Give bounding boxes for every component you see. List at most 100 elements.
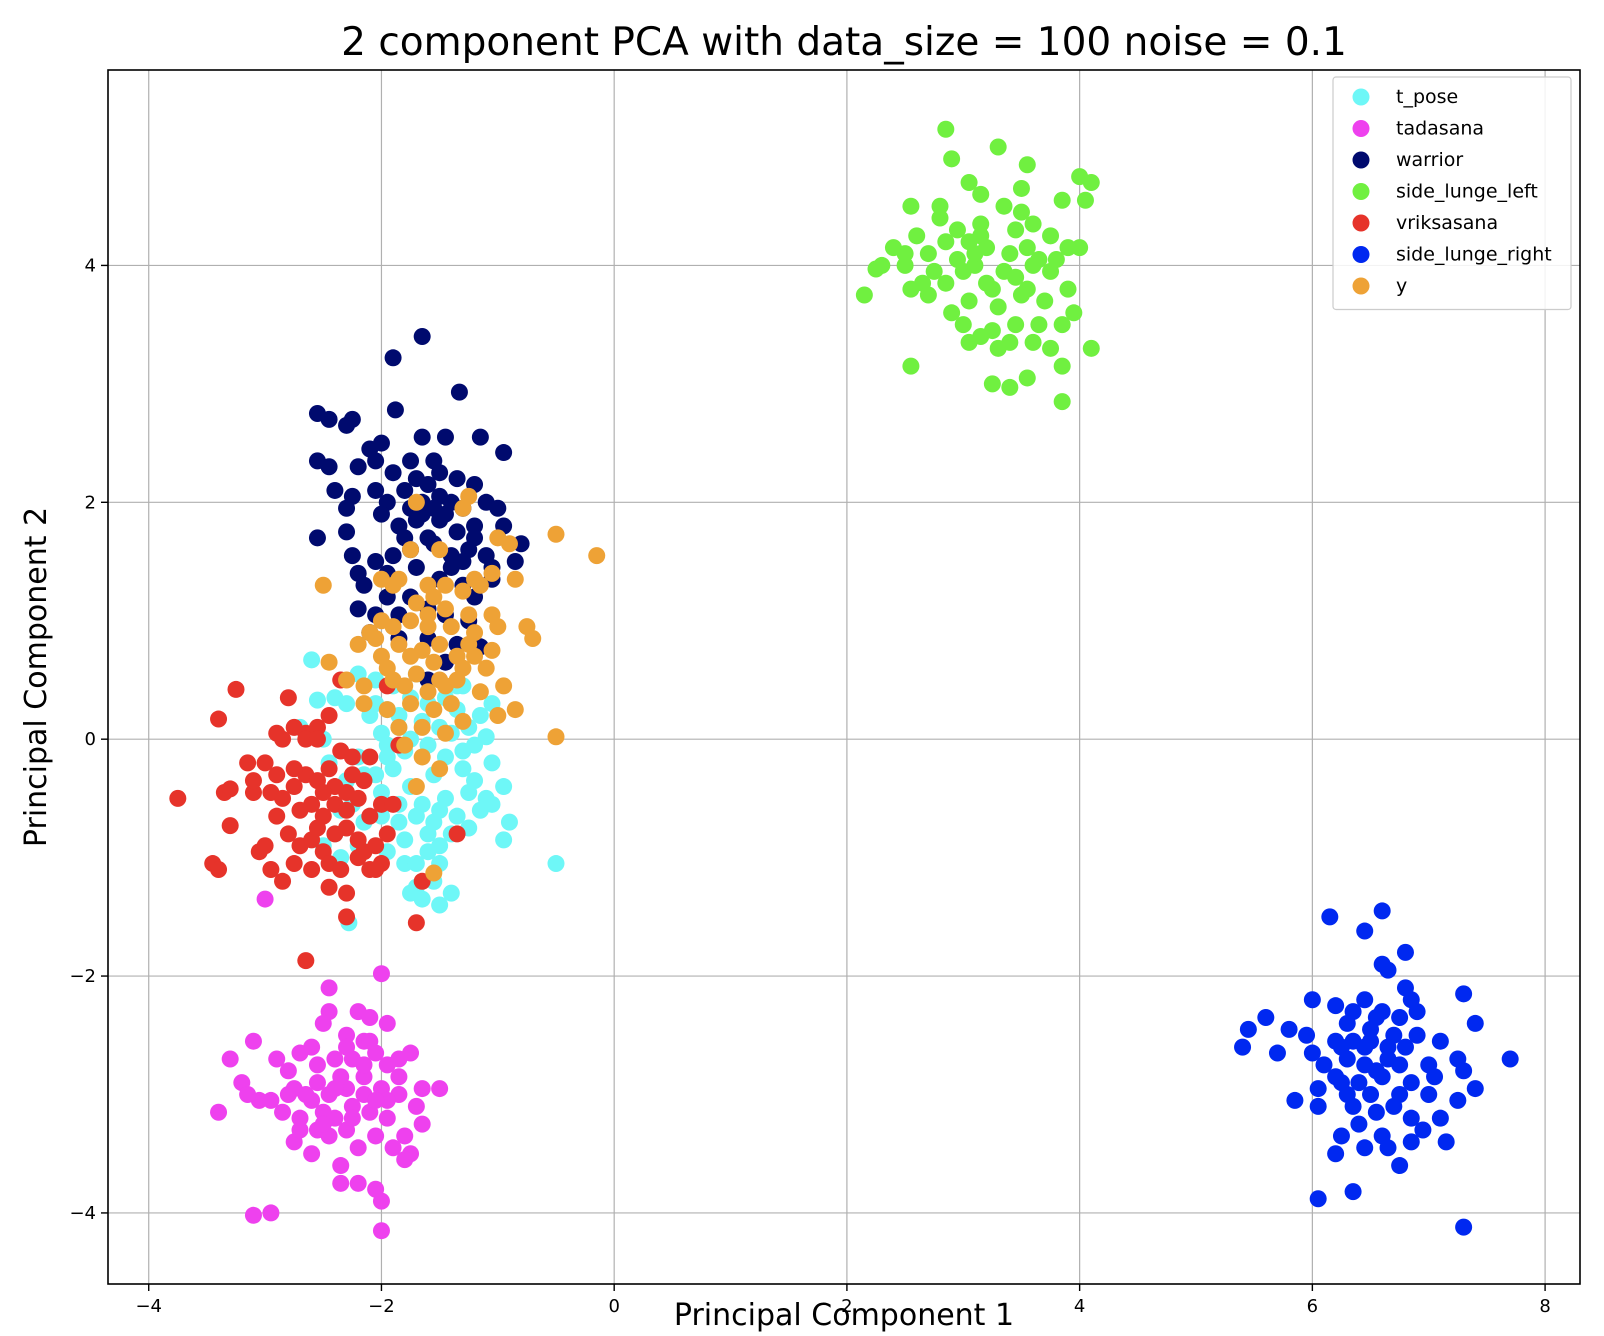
data-point [244, 1032, 262, 1050]
data-point [919, 245, 937, 263]
data-point [1327, 1032, 1345, 1050]
data-point [442, 884, 460, 902]
data-point [338, 695, 356, 713]
data-point [431, 1080, 449, 1098]
data-point [1379, 1139, 1397, 1157]
data-point [361, 807, 379, 825]
data-point [262, 860, 280, 878]
data-point [227, 680, 245, 698]
data-point [1059, 239, 1077, 257]
data-point [1437, 1133, 1455, 1151]
data-point [378, 1091, 396, 1109]
y-tick-label: 4 [85, 255, 96, 276]
x-tick-label: 8 [1539, 1296, 1550, 1317]
data-point [460, 606, 478, 624]
legend-label: tadasana [1396, 118, 1484, 140]
data-point [413, 748, 431, 766]
data-point [402, 695, 420, 713]
data-point [954, 316, 972, 334]
data-point [1053, 393, 1071, 411]
x-tick-label: −2 [368, 1296, 395, 1317]
data-point [460, 635, 478, 653]
data-point [419, 618, 437, 636]
data-point [372, 1222, 390, 1240]
data-point [943, 304, 961, 322]
data-point [442, 695, 460, 713]
y-tick-label: −4 [69, 1203, 96, 1224]
series-side_lunge_left [855, 120, 1100, 411]
legend-box [1332, 76, 1572, 311]
data-point [244, 1206, 262, 1224]
data-point [326, 1050, 344, 1068]
data-point [867, 260, 885, 278]
legend-label: vriksasana [1396, 212, 1498, 234]
data-point [1298, 1026, 1316, 1044]
data-point [989, 339, 1007, 357]
data-point [1018, 369, 1036, 387]
legend-label: y [1396, 275, 1407, 297]
data-point [1065, 304, 1083, 322]
data-point [471, 683, 489, 701]
data-point [332, 1157, 350, 1175]
data-point [1309, 1190, 1327, 1208]
data-point [390, 635, 408, 653]
data-point [355, 677, 373, 695]
x-tick-label: 4 [1074, 1296, 1085, 1317]
data-point [436, 505, 454, 523]
data-point [361, 748, 379, 766]
data-point [948, 221, 966, 239]
data-point [931, 209, 949, 227]
data-point [419, 683, 437, 701]
data-point [466, 772, 484, 790]
data-point [419, 825, 437, 843]
data-point [355, 1056, 373, 1074]
data-point [308, 819, 326, 837]
data-point [855, 286, 873, 304]
data-point [1402, 1074, 1420, 1092]
data-point [1315, 1056, 1333, 1074]
data-point [285, 855, 303, 873]
data-point [378, 825, 396, 843]
data-point [1042, 339, 1060, 357]
data-point [960, 292, 978, 310]
data-point [396, 481, 414, 499]
data-point [221, 1050, 239, 1068]
data-point [1268, 1044, 1286, 1062]
data-point [483, 564, 501, 582]
data-point [1239, 1020, 1257, 1038]
data-point [1053, 191, 1071, 209]
data-point [314, 576, 332, 594]
data-point [285, 778, 303, 796]
data-point [384, 349, 402, 367]
data-point [338, 1026, 356, 1044]
data-point [338, 416, 356, 434]
data-point [524, 630, 542, 648]
data-point [268, 766, 286, 784]
data-point [349, 789, 367, 807]
legend-marker [1352, 88, 1370, 106]
legend-marker [1352, 183, 1370, 200]
data-point [1466, 1080, 1484, 1098]
data-point [303, 651, 321, 669]
data-point [1501, 1050, 1519, 1068]
series-side_lunge_right [1234, 902, 1519, 1236]
data-point [402, 884, 420, 902]
data-point [402, 452, 420, 470]
data-point [372, 965, 390, 983]
data-point [471, 706, 489, 724]
data-point [960, 333, 978, 351]
data-point [454, 582, 472, 600]
x-tick-label: 6 [1307, 1296, 1318, 1317]
x-axis-label: Principal Component 1 [674, 1298, 1014, 1333]
data-point [314, 1014, 332, 1032]
data-point [349, 1139, 367, 1157]
data-point [1001, 378, 1019, 396]
data-point [407, 511, 425, 529]
data-point [413, 428, 431, 446]
y-tick-label: 2 [85, 492, 96, 513]
data-point [285, 1080, 303, 1098]
data-point [320, 410, 338, 428]
data-point [436, 428, 454, 446]
data-point [419, 476, 437, 494]
series-tadasana [210, 890, 449, 1240]
